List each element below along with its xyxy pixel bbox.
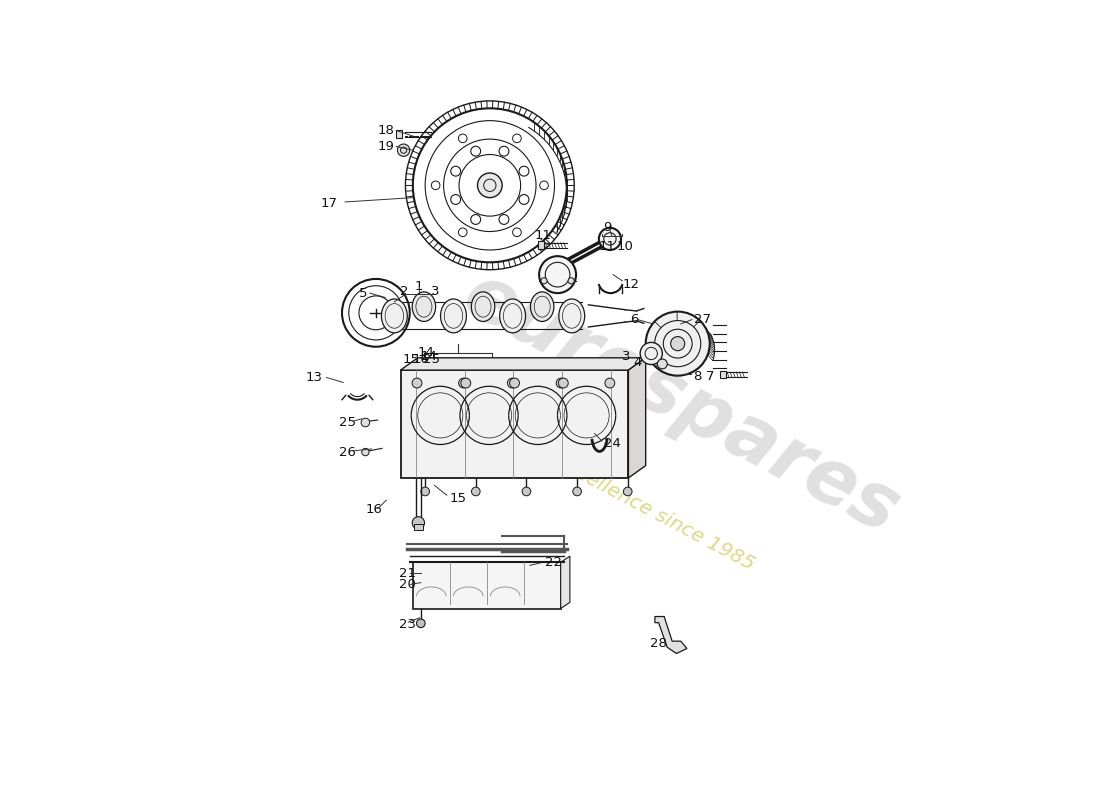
Text: 22: 22 [546, 557, 562, 570]
Text: 15: 15 [450, 492, 466, 505]
Circle shape [640, 342, 662, 365]
Text: 14: 14 [421, 350, 438, 363]
Text: 2: 2 [400, 285, 408, 298]
Text: a passion for excellence since 1985: a passion for excellence since 1985 [431, 388, 758, 574]
Text: 25: 25 [424, 353, 440, 366]
Circle shape [451, 194, 461, 204]
Circle shape [568, 278, 574, 284]
Circle shape [519, 194, 529, 204]
Text: eurospares: eurospares [450, 258, 911, 550]
Text: 25: 25 [339, 416, 356, 429]
Circle shape [472, 487, 480, 496]
Circle shape [397, 144, 409, 156]
Circle shape [624, 487, 632, 496]
Text: 17: 17 [320, 198, 338, 210]
Circle shape [459, 378, 469, 388]
Circle shape [557, 378, 566, 388]
Circle shape [499, 146, 509, 156]
Text: 7: 7 [705, 370, 714, 382]
Text: 28: 28 [650, 637, 667, 650]
Circle shape [421, 487, 429, 496]
Text: 9: 9 [603, 222, 612, 234]
FancyBboxPatch shape [396, 130, 402, 138]
FancyBboxPatch shape [400, 370, 628, 478]
Text: 15: 15 [403, 353, 419, 366]
Text: 20: 20 [398, 578, 416, 591]
Polygon shape [628, 358, 646, 478]
Circle shape [573, 487, 582, 496]
Polygon shape [400, 358, 646, 370]
Circle shape [513, 134, 521, 142]
Text: 13: 13 [306, 371, 322, 384]
Text: 21: 21 [398, 567, 416, 580]
Circle shape [412, 517, 425, 529]
Circle shape [509, 378, 519, 388]
Text: 11: 11 [598, 240, 616, 253]
Circle shape [471, 146, 481, 156]
Text: 26: 26 [339, 446, 355, 458]
FancyBboxPatch shape [719, 370, 726, 378]
Ellipse shape [559, 299, 585, 333]
Text: 16: 16 [412, 353, 429, 366]
FancyBboxPatch shape [412, 562, 561, 609]
Text: 4: 4 [634, 356, 641, 370]
Ellipse shape [412, 292, 436, 322]
Circle shape [507, 378, 517, 388]
Circle shape [361, 418, 370, 426]
Circle shape [559, 378, 569, 388]
Text: 19: 19 [377, 140, 395, 153]
Text: 11: 11 [535, 230, 551, 242]
Circle shape [671, 337, 685, 350]
Text: 14: 14 [418, 346, 434, 359]
Ellipse shape [499, 299, 526, 333]
Circle shape [598, 228, 622, 250]
Ellipse shape [382, 299, 407, 333]
Circle shape [431, 181, 440, 190]
Circle shape [362, 448, 370, 456]
Text: 23: 23 [398, 618, 416, 631]
Circle shape [605, 378, 615, 388]
Polygon shape [561, 556, 570, 609]
Circle shape [417, 619, 425, 628]
Circle shape [541, 278, 547, 284]
Circle shape [459, 134, 468, 142]
Text: 27: 27 [694, 313, 712, 326]
Ellipse shape [471, 292, 495, 322]
Text: 18: 18 [377, 124, 395, 137]
Circle shape [522, 487, 531, 496]
Text: 10: 10 [616, 240, 632, 253]
Circle shape [412, 378, 422, 388]
Circle shape [519, 166, 529, 176]
Circle shape [451, 166, 461, 176]
Circle shape [477, 173, 502, 198]
Text: 5: 5 [360, 286, 367, 300]
FancyBboxPatch shape [414, 523, 422, 530]
Text: 8: 8 [693, 370, 702, 382]
Text: 6: 6 [630, 313, 639, 326]
Text: 1: 1 [415, 281, 424, 294]
Circle shape [658, 359, 668, 369]
Text: 24: 24 [604, 437, 620, 450]
Circle shape [539, 256, 576, 293]
Circle shape [459, 228, 468, 237]
Circle shape [471, 214, 481, 224]
Text: 3: 3 [431, 285, 440, 298]
Polygon shape [654, 617, 686, 654]
Ellipse shape [530, 292, 554, 322]
Circle shape [646, 312, 710, 376]
Circle shape [540, 181, 548, 190]
Text: 16: 16 [365, 503, 383, 517]
FancyBboxPatch shape [538, 242, 544, 249]
Circle shape [513, 228, 521, 237]
Ellipse shape [440, 299, 466, 333]
Text: 12: 12 [623, 278, 639, 291]
Text: 3: 3 [623, 350, 630, 363]
Circle shape [499, 214, 509, 224]
Circle shape [461, 378, 471, 388]
